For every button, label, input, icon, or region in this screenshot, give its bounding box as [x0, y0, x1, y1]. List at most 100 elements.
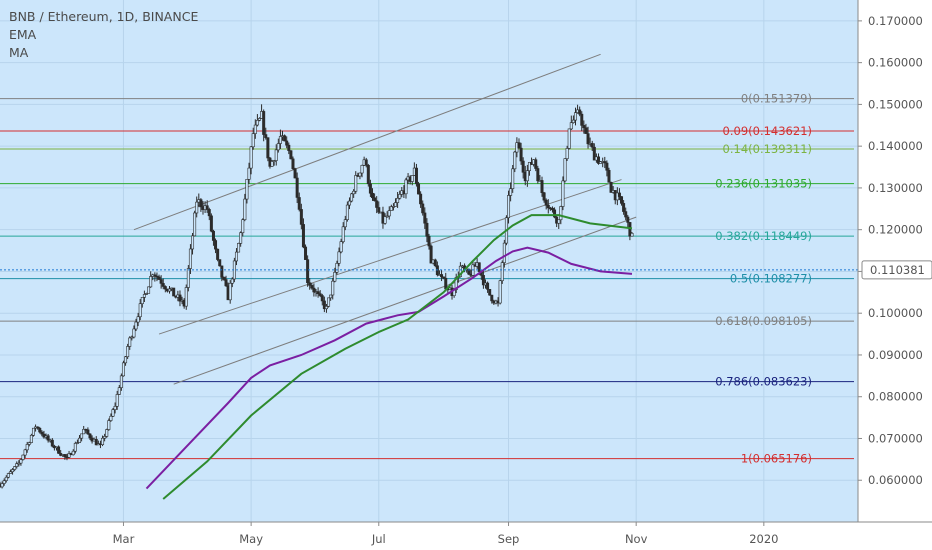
x-tick-label: Nov	[625, 532, 648, 546]
candle-body	[312, 287, 316, 293]
candle-body	[352, 190, 356, 195]
candle-body	[500, 262, 504, 282]
candle-body	[222, 277, 226, 280]
candle-body	[184, 287, 188, 307]
candle-body	[343, 219, 347, 228]
candle-body	[360, 165, 364, 174]
candle-body	[126, 346, 130, 358]
candle-body	[209, 215, 213, 232]
candle-body	[274, 149, 278, 161]
candle-body	[230, 278, 234, 284]
candle-body	[335, 263, 339, 273]
candle-body	[419, 193, 423, 205]
candle-body	[153, 274, 157, 277]
moving-averages	[0, 214, 858, 500]
candle-body	[36, 426, 40, 429]
candle-body	[387, 210, 391, 217]
candle-body	[29, 434, 33, 443]
candles	[0, 104, 634, 489]
candle-body	[414, 167, 418, 185]
candle-body	[234, 251, 238, 262]
candle-body	[27, 442, 31, 445]
y-tick-label: 0.150000	[868, 97, 923, 111]
candle-body	[620, 196, 624, 204]
candle-body	[8, 471, 12, 474]
candle-body	[373, 197, 377, 202]
fibonacci-levels: 0(0.151379) 0.09(0.143621) 0.14(0.139311) 0…	[0, 92, 854, 466]
candle-body	[186, 268, 190, 288]
candle-body	[366, 165, 370, 185]
candle-body	[297, 197, 301, 210]
candle-body	[119, 375, 123, 388]
candle-body	[507, 195, 511, 219]
channel-line[interactable]	[158, 179, 622, 335]
candle-body	[377, 207, 381, 213]
candle-body	[578, 109, 582, 115]
fib-level-label: 1(0.065176)	[741, 452, 812, 466]
candle-body	[272, 160, 276, 162]
candle-body	[140, 297, 144, 305]
candle-body	[322, 300, 326, 310]
time-axis-bg	[0, 522, 932, 550]
candle-body	[46, 435, 50, 441]
candle-body	[94, 439, 98, 446]
candle-body	[567, 128, 571, 149]
candle-body	[113, 405, 117, 410]
x-tick-label: Mar	[113, 532, 135, 546]
candle-body	[481, 275, 485, 286]
candle-body	[103, 436, 107, 439]
candle-body	[161, 283, 165, 287]
candle-body	[624, 211, 628, 218]
candle-body	[306, 259, 310, 284]
candle-body	[477, 262, 481, 272]
candle-body	[243, 198, 247, 221]
ema-indicator-label[interactable]: EMA	[9, 27, 37, 42]
candle-body	[429, 245, 433, 264]
channel-line[interactable]	[173, 216, 637, 385]
ma-indicator-label[interactable]: MA	[9, 45, 29, 60]
candle-body	[31, 427, 35, 436]
candle-body	[188, 248, 192, 269]
candle-body	[278, 136, 282, 144]
candle-body	[546, 204, 550, 209]
candle-body	[421, 203, 425, 214]
last-price-value: 0.110381	[870, 263, 925, 277]
time-axis[interactable]: Mar May Jul Sep Nov 2020	[0, 521, 932, 550]
fib-level-label: 0.09(0.143621)	[723, 124, 812, 138]
fib-level-label: 0(0.151379)	[741, 92, 812, 106]
candle-body	[316, 291, 320, 295]
candle-body	[607, 169, 611, 183]
candle-body	[626, 216, 630, 223]
fib-level-label: 0.5(0.108277)	[730, 272, 812, 286]
candle-body	[329, 294, 333, 299]
y-tick-label: 0.070000	[868, 431, 923, 445]
candle-body	[178, 294, 182, 302]
candle-body	[205, 205, 209, 210]
ma-line[interactable]	[162, 214, 633, 500]
candle-body	[536, 168, 540, 182]
candle-body	[147, 286, 151, 294]
trend-channel	[133, 53, 637, 385]
candle-body	[144, 293, 148, 295]
fib-level-label: 0.236(0.131035)	[715, 177, 812, 191]
candle-body	[544, 199, 548, 206]
candle-body	[73, 443, 77, 452]
y-tick-label: 0.140000	[868, 139, 923, 153]
candle-body	[467, 268, 471, 275]
candle-body	[293, 168, 297, 179]
candle-body	[630, 232, 634, 237]
candle-body	[136, 316, 140, 323]
candle-body	[389, 206, 393, 211]
candle-body	[255, 120, 259, 126]
candle-body	[291, 158, 295, 169]
channel-line[interactable]	[133, 53, 601, 231]
candle-body	[111, 409, 115, 417]
candle-body	[214, 240, 218, 250]
candle-body	[404, 179, 408, 195]
candle-body	[383, 216, 387, 224]
candle-body	[550, 207, 554, 211]
candle-body	[511, 168, 515, 189]
y-tick-label: 0.170000	[868, 14, 923, 28]
